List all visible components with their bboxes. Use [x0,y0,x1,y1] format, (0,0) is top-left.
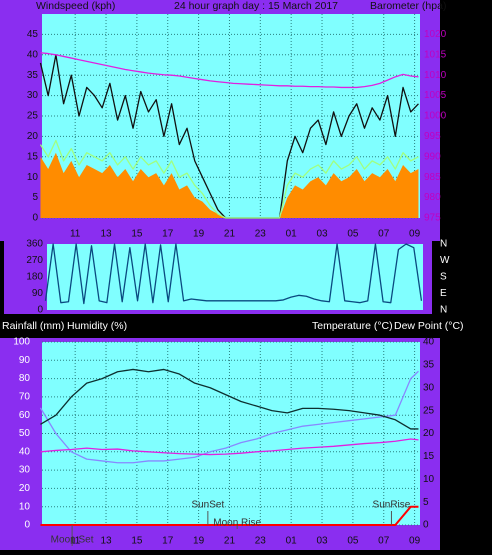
x-tick-label: 03 [316,229,328,240]
y-tick-label: 45 [27,29,39,40]
y-tick-label: 10 [27,172,39,183]
x-tick-label: 19 [193,229,205,240]
y2-tick-label: 1005 [424,90,447,101]
y-tick-label: 10 [19,501,31,512]
y2-tick-label: 1000 [424,111,447,122]
annotation: Moon Set [51,535,94,546]
y2-tick-label: 995 [424,131,441,142]
y-tick-label: 360 [26,239,43,250]
y2-tick-label: 10 [423,474,435,485]
series-line [40,368,419,430]
y2-tick-label: W [440,255,450,266]
y-tick-label: 5 [32,192,38,203]
y2-axis-label: Dew Point (°C) [394,320,464,332]
y2-tick-label: 990 [424,151,441,162]
series-line [40,438,419,456]
y-tick-label: 20 [19,483,31,494]
x-tick-label: 01 [286,229,298,240]
y-axis-label: Rainfall (mm) [2,320,64,332]
series-line [44,243,423,305]
y-tick-label: 50 [19,428,31,439]
y2-tick-label: 5 [423,497,429,508]
y-axis-label: Humidity (%) [67,320,127,332]
y-axis-label: Windspeed (kph) [36,0,115,12]
series-line [40,505,419,526]
x-tick-label: 23 [255,229,267,240]
y-tick-label: 35 [27,70,39,81]
x-tick-label: 09 [409,536,421,547]
y-tick-label: 20 [27,131,39,142]
x-tick-label: 15 [131,536,143,547]
y2-tick-label: 1015 [424,49,447,60]
y-tick-label: 15 [27,151,39,162]
y2-tick-label: 35 [423,360,435,371]
series-area [40,152,419,218]
x-tick-label: 11 [70,229,81,240]
y-tick-label: 90 [19,355,31,366]
chart-title: 24 hour graph day : 15 March 2017 [174,0,338,12]
series-line [40,52,419,89]
y-tick-label: 0 [24,520,30,531]
y-tick-label: 30 [27,90,39,101]
y-tick-label: 70 [19,392,31,403]
y2-tick-label: 30 [423,382,435,393]
y-tick-label: 30 [19,465,31,476]
x-tick-label: 05 [347,229,359,240]
x-tick-label: 21 [224,229,236,240]
y2-tick-label: N [440,305,447,316]
y2-axis-label: Barometer (hpa) [370,0,446,12]
x-tick-label: 21 [224,536,236,547]
y2-tick-label: 985 [424,172,441,183]
y2-tick-label: 0 [423,520,429,531]
x-tick-label: 19 [193,536,205,547]
y-tick-label: 90 [32,288,44,299]
annotation: SunRise [373,500,411,511]
y-tick-label: 0 [32,213,38,224]
y2-axis-label: Temperature (°C) [312,320,393,332]
y2-tick-label: 20 [423,428,435,439]
y2-tick-label: 15 [423,451,435,462]
y2-tick-label: 1010 [424,70,447,81]
y2-tick-label: 1020 [424,29,447,40]
x-tick-label: 17 [162,536,174,547]
x-tick-label: 13 [100,536,112,547]
y-tick-label: 80 [19,373,31,384]
y2-tick-label: 975 [424,213,441,224]
x-tick-label: 11 [70,536,81,547]
y-tick-label: 40 [19,446,31,457]
annotation: Moon Rise [213,518,261,529]
x-tick-label: 01 [286,536,298,547]
y2-tick-label: E [440,288,447,299]
y2-tick-label: N [440,239,447,250]
y-tick-label: 270 [26,255,43,266]
y2-tick-label: S [440,272,447,283]
x-tick-label: 09 [409,229,421,240]
y2-tick-label: 25 [423,405,435,416]
y-tick-label: 25 [27,111,39,122]
annotation: SunSet [191,500,224,511]
x-tick-label: 05 [347,536,359,547]
x-tick-label: 07 [378,536,390,547]
y2-tick-label: 980 [424,192,441,203]
x-tick-label: 07 [378,229,390,240]
x-tick-label: 13 [100,229,112,240]
series-line [39,370,419,464]
x-tick-label: 03 [316,536,328,547]
y-tick-label: 0 [37,305,43,316]
y-tick-label: 40 [27,49,39,60]
series-line [39,139,419,219]
plot-area [47,244,423,310]
y2-tick-label: 40 [423,337,435,348]
y-tick-label: 60 [19,410,31,421]
x-tick-label: 15 [131,229,143,240]
y-tick-label: 180 [26,272,43,283]
y-tick-label: 100 [13,337,30,348]
x-tick-label: 17 [162,229,174,240]
x-tick-label: 23 [255,536,267,547]
